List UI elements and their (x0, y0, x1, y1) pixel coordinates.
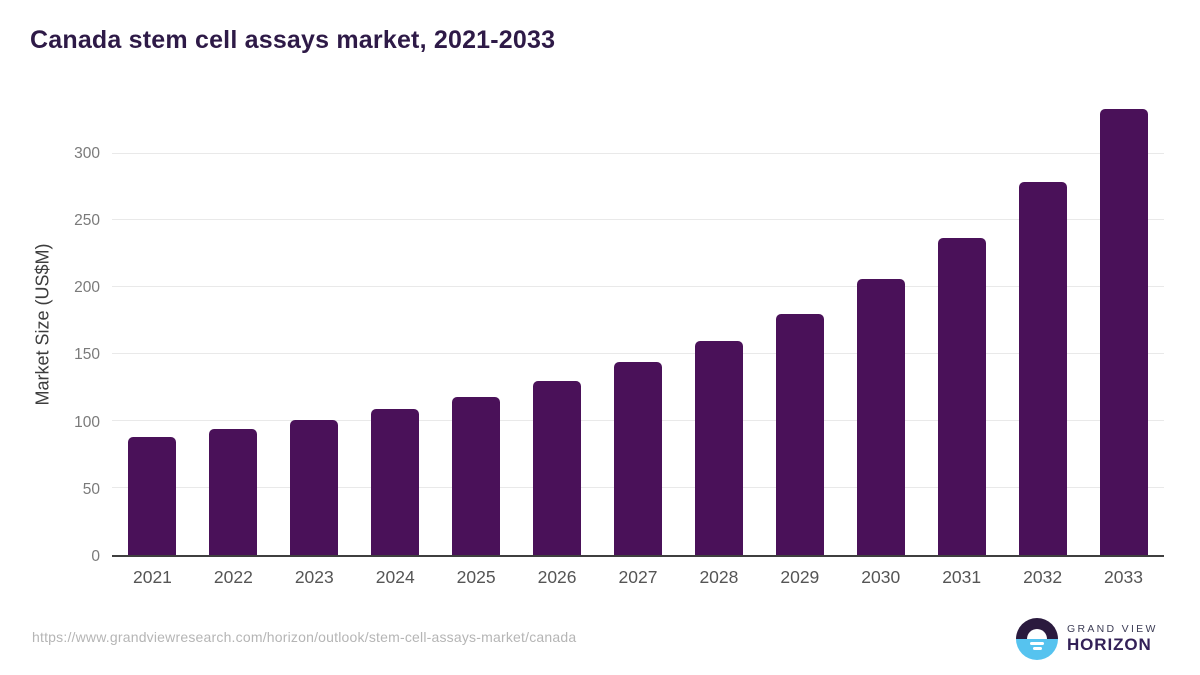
y-tick-label: 250 (74, 211, 100, 229)
bar-2032 (1018, 181, 1067, 555)
logo-wordmark: GRAND VIEW HORIZON (1067, 623, 1158, 655)
bar-column (840, 100, 921, 555)
sunrise-reflection-line (1030, 642, 1044, 645)
x-tick-label: 2025 (456, 567, 496, 587)
x-tick-label: 2026 (537, 567, 577, 587)
bar-column (921, 100, 1002, 555)
bar-column (678, 100, 759, 555)
x-tick-label: 2030 (861, 567, 901, 587)
x-tick-label: 2023 (294, 567, 334, 587)
bar-column (598, 100, 679, 555)
bar-2025 (452, 397, 501, 555)
gridline (112, 219, 1164, 221)
y-tick-label: 0 (91, 548, 100, 565)
bar-2026 (533, 381, 582, 555)
gridline (112, 286, 1164, 288)
x-tick-label: 2032 (1023, 567, 1063, 587)
y-tick-label: 300 (74, 144, 100, 162)
plot-area (112, 100, 1164, 557)
gridline (112, 152, 1164, 154)
bar-column (1002, 100, 1083, 555)
bar-column (112, 100, 193, 555)
bar-column (355, 100, 436, 555)
x-axis-labels: 2021 2022 2023 2024 2025 2026 2027 2028 2029 2030… (112, 567, 1164, 588)
bar-2030 (856, 279, 905, 555)
x-tick-label: 2028 (699, 567, 739, 587)
x-tick-label: 2033 (1104, 567, 1143, 587)
bar-2023 (290, 419, 339, 555)
y-tick-label: 100 (74, 413, 100, 431)
x-tick-label: 2027 (618, 567, 658, 587)
gridline (112, 353, 1164, 355)
bar-column (517, 100, 598, 555)
bar-2033 (1099, 109, 1148, 555)
logo-horizon-text: HORIZON (1067, 635, 1152, 655)
y-tick-label: 50 (82, 480, 100, 498)
grand-view-horizon-logo: GRAND VIEW HORIZON (1016, 618, 1158, 660)
grand-view-horizon-sunrise-icon (1016, 618, 1058, 660)
chart-title: Canada stem cell assays market, 2021-203… (30, 26, 556, 54)
bar-column (1083, 100, 1164, 555)
sunrise-dome-shape (1027, 629, 1047, 639)
bars (112, 100, 1164, 555)
sunrise-reflection-line (1032, 647, 1042, 650)
bar-2027 (613, 362, 662, 555)
y-tick-label: 150 (74, 346, 100, 364)
bar-2031 (937, 237, 986, 555)
bar-2021 (128, 437, 177, 555)
bar-column (759, 100, 840, 555)
x-tick-label: 2031 (942, 567, 982, 587)
y-tick-label: 200 (74, 279, 100, 297)
bar-2029 (775, 314, 824, 555)
x-tick-label: 2029 (780, 567, 820, 587)
source-url-text: https://www.grandviewresearch.com/horizo… (32, 629, 577, 645)
bar-2024 (371, 409, 420, 555)
x-tick-label: 2024 (375, 567, 415, 587)
bar-2028 (694, 340, 743, 555)
bar-column (274, 100, 355, 555)
x-tick-label: 2021 (132, 567, 172, 587)
x-tick-label: 2022 (213, 567, 253, 587)
y-axis-ticks: 0 50 100 150 200 250 300 (0, 100, 100, 565)
bar-column (436, 100, 517, 555)
logo-grand-view-text: GRAND VIEW (1067, 623, 1158, 636)
bar-column (193, 100, 274, 555)
bar-2022 (209, 429, 258, 555)
